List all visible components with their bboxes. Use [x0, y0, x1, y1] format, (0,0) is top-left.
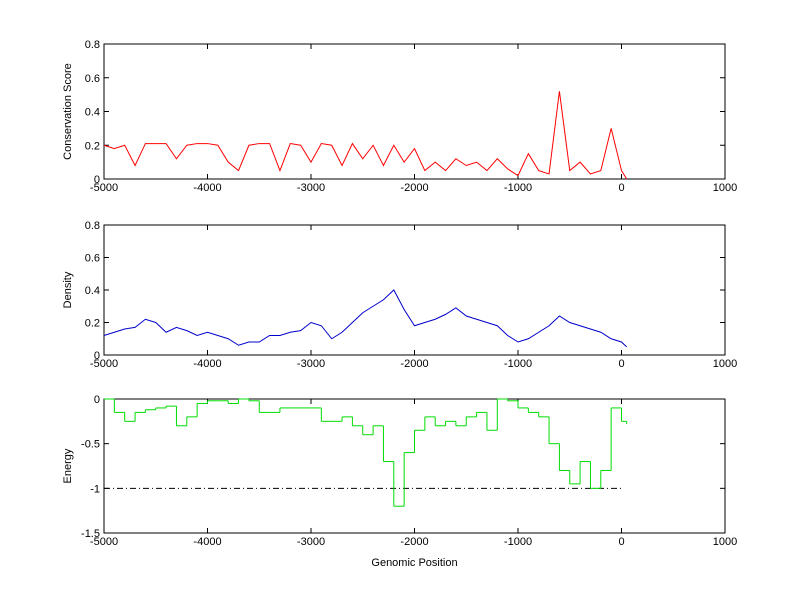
- x-tick-label: -2000: [400, 358, 428, 370]
- x-tick-label: -4000: [193, 536, 221, 548]
- y-tick-label: 0.6: [85, 253, 100, 265]
- x-axis-label: Genomic Position: [371, 557, 457, 569]
- y-tick-label: 0.4: [85, 107, 100, 119]
- axes-box: [103, 43, 726, 180]
- x-tick-label: 1000: [713, 358, 737, 370]
- x-tick-label: -5000: [90, 536, 118, 548]
- x-tick-label: -1000: [504, 536, 532, 548]
- x-tick-label: 0: [618, 182, 624, 194]
- x-tick-label: -1000: [504, 358, 532, 370]
- y-tick-label: 0.4: [85, 285, 100, 297]
- x-tick-label: -3000: [297, 358, 325, 370]
- y-axis-label: Conservation Score: [62, 63, 74, 160]
- y-tick-label: 0.8: [85, 220, 100, 232]
- y-tick-label: 0: [94, 174, 100, 186]
- x-tick-label: -4000: [193, 182, 221, 194]
- x-tick-label: -2000: [400, 182, 428, 194]
- y-tick-label: -1.5: [81, 528, 100, 540]
- x-tick-label: 1000: [713, 536, 737, 548]
- x-tick-label: -4000: [193, 358, 221, 370]
- y-tick-label: 0: [94, 394, 100, 406]
- y-axis-label: Energy: [62, 448, 74, 483]
- y-axis-label: Density: [62, 271, 74, 308]
- y-tick-label: 0.8: [85, 39, 100, 51]
- data-line: [103, 91, 628, 180]
- x-tick-label: -5000: [90, 182, 118, 194]
- x-tick-label: 0: [618, 358, 624, 370]
- y-tick-label: -1: [90, 483, 100, 495]
- data-line: [103, 289, 628, 348]
- axes-box: [103, 398, 726, 534]
- y-tick-label: 0.6: [85, 73, 100, 85]
- x-tick-label: -5000: [90, 358, 118, 370]
- y-tick-label: -0.5: [81, 439, 100, 451]
- x-tick-label: -1000: [504, 182, 532, 194]
- x-tick-label: -3000: [297, 182, 325, 194]
- x-tick-label: -3000: [297, 536, 325, 548]
- x-tick-label: 1000: [713, 182, 737, 194]
- y-tick-label: 0.2: [85, 140, 100, 152]
- x-tick-label: 0: [618, 536, 624, 548]
- y-tick-label: 0: [94, 350, 100, 362]
- y-tick-label: 0.2: [85, 318, 100, 330]
- x-tick-label: -2000: [400, 536, 428, 548]
